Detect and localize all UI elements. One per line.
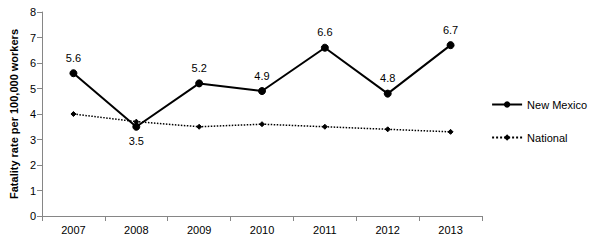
- svg-text:2009: 2009: [187, 224, 211, 236]
- svg-text:8: 8: [30, 6, 36, 18]
- svg-text:0: 0: [30, 210, 36, 222]
- svg-text:6: 6: [30, 57, 36, 69]
- svg-text:2012: 2012: [375, 224, 399, 236]
- svg-text:3.5: 3.5: [129, 135, 144, 147]
- svg-text:3: 3: [30, 134, 36, 146]
- svg-text:4: 4: [30, 108, 36, 120]
- svg-text:6.7: 6.7: [443, 24, 458, 36]
- svg-text:2013: 2013: [438, 224, 462, 236]
- svg-text:New Mexico: New Mexico: [527, 99, 587, 111]
- svg-text:4.9: 4.9: [254, 70, 269, 82]
- svg-text:Fatality rate per 100,000 work: Fatality rate per 100,000 workers: [8, 29, 20, 199]
- svg-text:7: 7: [30, 32, 36, 44]
- svg-text:2007: 2007: [61, 224, 85, 236]
- svg-text:5.2: 5.2: [192, 62, 207, 74]
- svg-text:2011: 2011: [313, 224, 337, 236]
- svg-text:2: 2: [30, 159, 36, 171]
- svg-text:2008: 2008: [124, 224, 148, 236]
- svg-text:1: 1: [30, 185, 36, 197]
- svg-text:5.6: 5.6: [66, 52, 81, 64]
- svg-text:National: National: [527, 132, 567, 144]
- svg-text:6.6: 6.6: [317, 26, 332, 38]
- svg-text:4.8: 4.8: [380, 72, 395, 84]
- svg-text:2010: 2010: [250, 224, 274, 236]
- svg-text:5: 5: [30, 83, 36, 95]
